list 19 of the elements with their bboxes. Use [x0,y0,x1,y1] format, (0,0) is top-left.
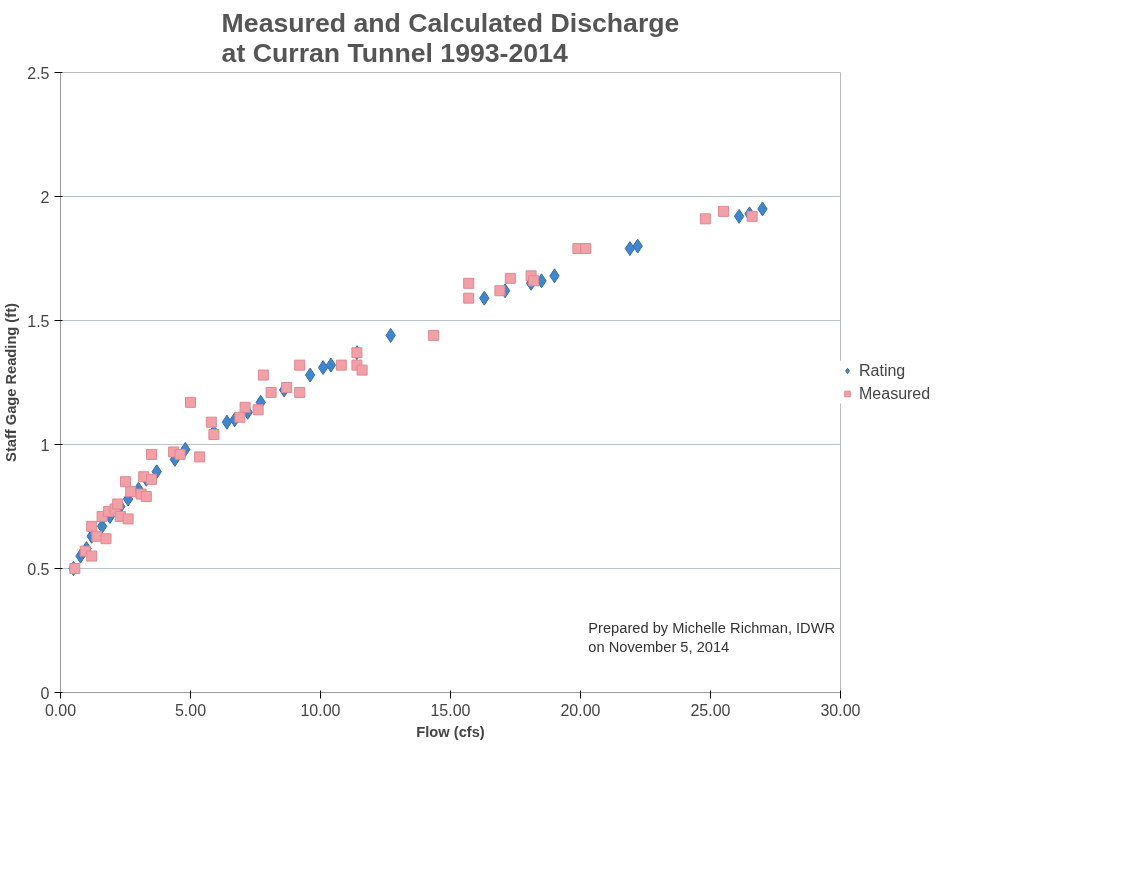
x-tick-label: 10.00 [300,701,341,719]
annotation: Prepared by Michelle Richman, IDWR on November 5, 2014 [588,620,836,656]
x-tick-label: 15.00 [430,701,471,719]
y-tick-label: 2 [40,188,50,206]
x-tick-label: 20.00 [560,701,601,719]
legend-label: Rating [859,361,906,380]
x-tick-label: 5.00 [174,701,207,719]
x-tick-label: 25.00 [690,701,731,719]
x-tick-label: 30.00 [820,701,861,719]
y-tick-label: 0.5 [27,560,50,578]
y-tick-label: 1 [40,436,50,454]
x-axis-title: Flow (cfs) [416,723,485,740]
y-tick-label: 1.5 [27,312,50,330]
y-axis-title: Staff Gage Reading (ft) [3,302,20,462]
y-tick-label: 0 [40,684,50,702]
legend-label: Measured [859,384,931,403]
y-tick-label: 2.5 [27,64,50,82]
chart-title: Measured and Calculated Discharge at Curran Tunnel 1993-2014 [221,7,680,68]
x-tick-label: 0.00 [44,701,77,719]
